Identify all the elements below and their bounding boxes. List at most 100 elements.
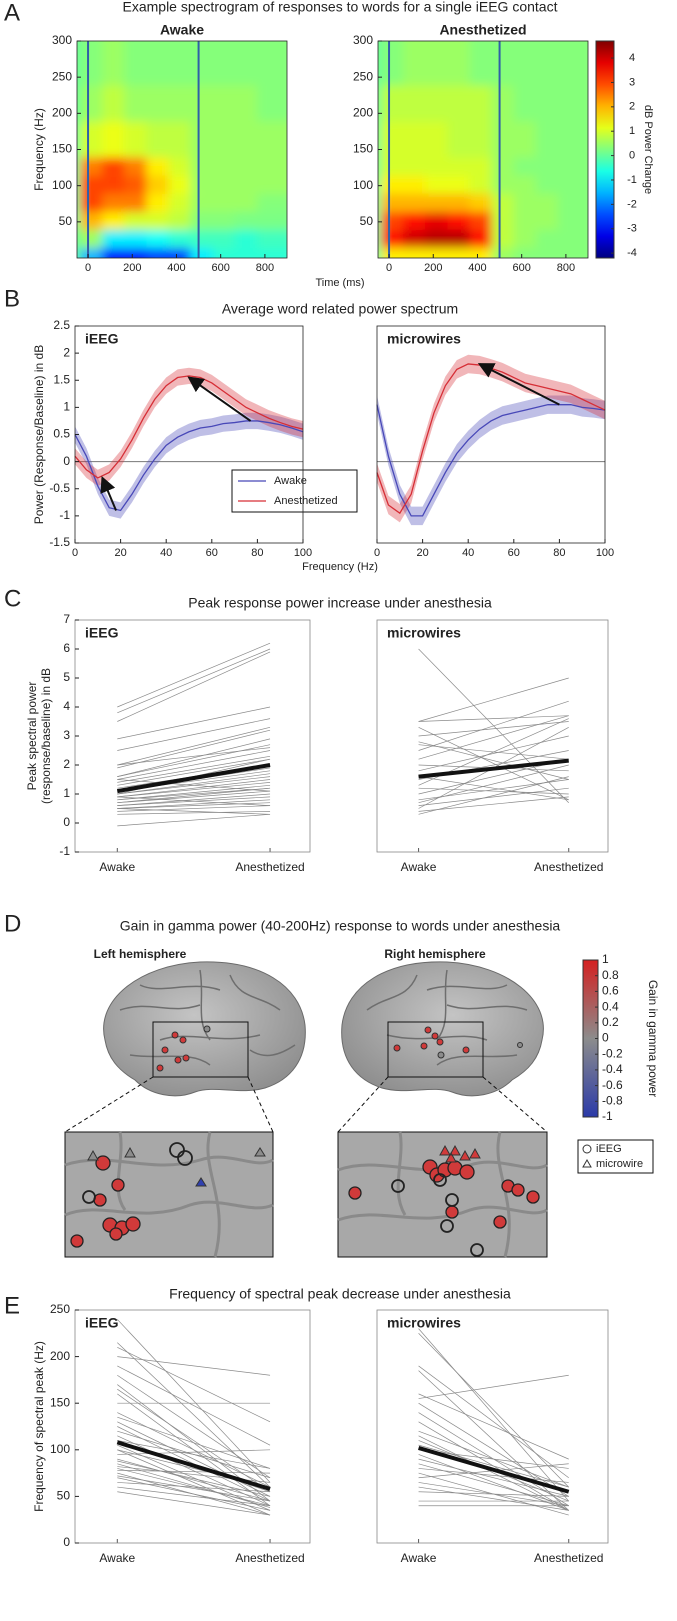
subject-line [117,1463,271,1508]
subject-line [117,773,271,795]
subject-line [117,805,271,812]
colorbar-tick-label: -3 [627,223,637,235]
subject-line [117,744,271,777]
x-tick-label: Awake [99,860,135,874]
y-tick-label: 3 [63,728,70,742]
legend-box [231,469,358,513]
x-tick-label: 60 [508,547,520,559]
subject-line [117,1449,271,1455]
line [74,420,304,512]
subject-line [418,726,569,801]
mean-line [116,1440,271,1491]
subject-line [117,782,271,798]
subject-line [117,790,271,804]
y-tick-label: -1 [59,508,70,522]
brain-images: iEEG microwire Left hemisphere Right hem… [64,947,654,1258]
chart-title: iEEG [85,1315,119,1331]
panel-label: E [4,1292,20,1319]
arrow [477,363,560,406]
subject-line [117,787,271,804]
subject-line [418,700,569,751]
subject-line [418,787,569,806]
chart-title: Anesthetized [439,22,526,38]
axes-frame [376,619,609,853]
y-tick-label: 100 [50,1442,70,1456]
subject-line [418,1402,569,1497]
subject-line [117,706,271,740]
panel-label: C [4,585,21,612]
subject-line [117,758,271,786]
y-tick-label: 150 [50,1395,70,1409]
subject-line [117,755,271,783]
subject-line [117,750,271,780]
y-tick-label: 1 [63,400,70,414]
x-tick-label: Anesthetized [235,1551,304,1565]
subject-line [418,1449,569,1469]
heatmap-cells [378,41,588,258]
x-tick-label: Anesthetized [534,1551,603,1565]
subject-line [418,764,569,804]
subject-line [418,741,569,780]
x-tick-label: Anesthetized [534,860,603,874]
left-brain [64,961,306,1258]
x-tick-label: 20 [114,547,126,559]
x-tick-label: 40 [160,547,172,559]
heatmap-cells [77,41,287,258]
subject-line [418,1444,569,1488]
subject-line [117,1469,271,1474]
colorbar-tick-label: -0.2 [602,1046,623,1060]
subject-line [418,1458,569,1497]
y-tick-label: 150 [52,142,72,156]
y-tick-label: -1 [59,844,70,858]
colorbar-tick-label: -4 [627,247,637,259]
subject-line [117,813,271,827]
colorbar-tick-label: -1 [627,174,637,186]
arrow [187,376,252,422]
x-tick-label: 0 [386,262,392,274]
chart-title: iEEG [85,331,119,347]
subject-line [117,1444,271,1511]
y-tick-label: 200 [353,106,373,120]
error-band [377,395,605,526]
subject-line [418,787,569,795]
colorbar-tick-label: -0.8 [602,1093,623,1107]
x-tick-label: Anesthetized [235,860,304,874]
y-axis-label: Peak spectral power [25,682,39,791]
y-tick-label: 300 [52,33,72,47]
panel-label: A [4,0,20,26]
right-brain [337,961,548,1258]
mean-line [418,1446,570,1494]
y-tick-label: 250 [353,69,373,83]
colorbar-tick-label: 2 [629,101,635,113]
colorbar-tick-label: -1 [602,1109,613,1123]
y-tick-label: 0 [63,454,70,468]
x-tick-label: 600 [212,262,230,274]
y-tick-label: 100 [52,178,72,192]
subject-line [117,799,271,809]
axes-frame [74,619,311,853]
y-tick-label: 200 [52,106,72,120]
subject-line [418,1374,569,1399]
heatmap [378,41,588,258]
subject-line [117,1388,271,1493]
panel-title: Frequency of spectral peak decrease unde… [169,1286,511,1302]
hemisphere-title: Left hemisphere [94,947,187,961]
x-tick-label: 200 [123,262,141,274]
colorbar-tick-label: 1 [629,125,635,137]
y-tick-label: 300 [353,33,373,47]
legend-label: iEEG [596,1143,622,1155]
subject-line [418,776,569,815]
y-tick-label: 50 [57,1489,71,1503]
colorbar-tick-label: 0.8 [602,968,619,982]
x-tick-label: 80 [251,547,263,559]
colorbar-tick-label: 0.6 [602,984,619,998]
chart-title: microwires [387,331,461,347]
x-tick-label: 200 [424,262,442,274]
plot: -4 -3 -2 -1 0 1 2 3 4 dB Power Change 0 200 400 600 80… [353,22,654,274]
colorbar-tick-label: -2 [627,198,637,210]
subject-line [418,735,569,772]
subject-line [418,1328,569,1502]
plot: Awake Anesthetized 0 50 100 150 200 250 iEEG Freq… [32,1302,311,1565]
colorbar-tick-label: 3 [629,76,635,88]
